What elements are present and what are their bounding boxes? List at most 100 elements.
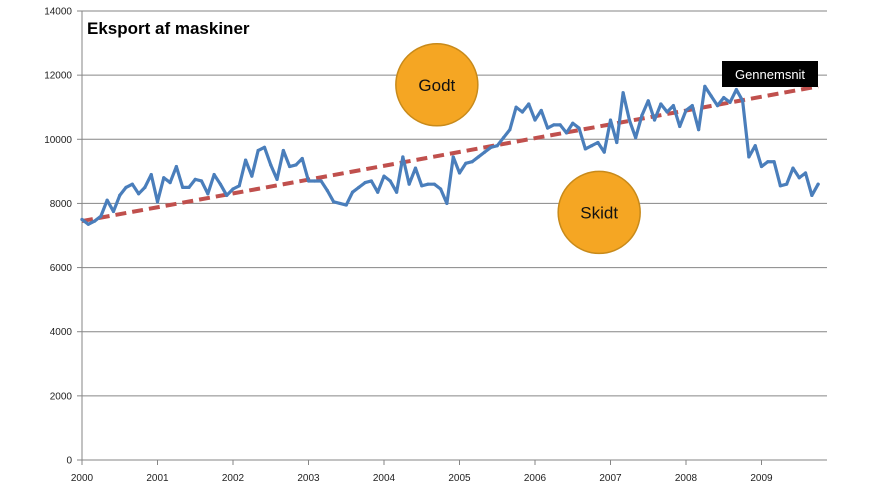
- data-point: [149, 172, 153, 177]
- data-point: [187, 185, 191, 189]
- data-point: [634, 136, 638, 140]
- data-point: [281, 148, 285, 153]
- data-point: [665, 110, 669, 114]
- data-point: [395, 190, 399, 194]
- data-point: [640, 113, 644, 117]
- y-axis-ticks: 0 2000 4000 6000 8000 10000 12000 14000: [44, 7, 82, 467]
- y-tick-label: 12000: [44, 71, 72, 82]
- data-point: [803, 171, 808, 175]
- data-point: [747, 155, 751, 159]
- data-point: [350, 190, 355, 194]
- data-point: [420, 184, 424, 188]
- data-point: [206, 192, 210, 196]
- data-point: [363, 180, 367, 185]
- data-point: [759, 164, 764, 169]
- series-points: [80, 84, 820, 226]
- annotations: Godt Skidt: [395, 43, 641, 255]
- data-point: [344, 203, 348, 207]
- data-point: [250, 174, 254, 178]
- data-point: [734, 87, 738, 92]
- annotation-circle: [557, 170, 641, 255]
- data-point: [306, 179, 311, 183]
- data-point: [105, 198, 109, 202]
- annotation-label: Skidt: [580, 203, 618, 222]
- data-point: [816, 182, 820, 186]
- x-tick-label: 2002: [222, 473, 245, 484]
- series-line: [80, 84, 820, 226]
- data-point: [162, 176, 166, 180]
- data-point: [483, 150, 487, 154]
- data-point: [439, 187, 443, 191]
- data-point: [357, 185, 361, 189]
- data-point: [627, 118, 631, 122]
- data-point: [168, 180, 172, 185]
- data-point: [741, 99, 745, 103]
- data-point: [376, 190, 380, 194]
- x-tick-label: 2004: [373, 473, 396, 484]
- data-point: [86, 222, 90, 226]
- data-point: [539, 108, 543, 113]
- data-point: [722, 95, 726, 100]
- y-tick-label: 8000: [50, 199, 73, 210]
- data-point: [489, 145, 493, 149]
- data-point: [388, 179, 392, 183]
- data-point: [652, 118, 657, 122]
- data-point: [476, 155, 480, 159]
- data-point: [382, 174, 386, 178]
- trendline-label: Gennemsnit: [722, 61, 818, 87]
- data-point: [218, 182, 222, 186]
- data-point: [577, 126, 581, 130]
- data-point: [244, 158, 248, 162]
- data-point: [520, 110, 524, 114]
- data-point: [495, 144, 499, 148]
- data-point: [533, 118, 537, 122]
- data-point: [646, 99, 650, 103]
- data-point: [501, 136, 506, 140]
- data-point: [262, 145, 267, 149]
- data-point: [558, 123, 562, 127]
- data-point: [130, 182, 134, 186]
- data-point: [155, 200, 160, 204]
- data-point: [325, 189, 329, 193]
- data-point: [118, 193, 122, 198]
- data-point: [137, 192, 141, 196]
- data-point: [709, 94, 713, 98]
- x-tick-label: 2006: [524, 473, 547, 484]
- data-point: [432, 182, 436, 186]
- data-point: [338, 201, 342, 206]
- data-point: [753, 144, 757, 148]
- data-point: [269, 163, 273, 167]
- data-point: [288, 164, 292, 169]
- data-point: [602, 150, 606, 154]
- data-point: [407, 182, 411, 186]
- data-point: [766, 160, 770, 164]
- data-point: [426, 182, 430, 186]
- data-point: [508, 128, 512, 132]
- data-point: [797, 176, 801, 180]
- data-point: [294, 163, 298, 167]
- x-axis-ticks: 2000 2001 2002 2003 2004 2005 2006 2007 2008 2009: [71, 460, 773, 484]
- data-point: [193, 177, 197, 181]
- data-point: [571, 121, 575, 125]
- annotation-bubble: Skidt: [557, 170, 641, 255]
- chart-title: Eksport af maskiner: [87, 19, 250, 38]
- x-tick-label: 2000: [71, 473, 94, 484]
- data-point: [678, 124, 682, 129]
- data-point: [369, 179, 373, 183]
- data-point: [93, 219, 97, 223]
- data-point: [590, 144, 594, 148]
- data-point: [810, 193, 814, 198]
- data-point: [583, 147, 587, 151]
- x-tick-label: 2005: [448, 473, 471, 484]
- data-point: [174, 164, 178, 169]
- x-tick-label: 2007: [599, 473, 622, 484]
- data-point: [703, 84, 707, 88]
- data-point: [464, 161, 468, 165]
- data-point: [564, 131, 569, 135]
- data-point: [659, 102, 663, 106]
- data-point: [715, 104, 720, 108]
- data-point: [451, 155, 455, 159]
- data-point: [181, 185, 185, 189]
- data-point: [231, 187, 235, 191]
